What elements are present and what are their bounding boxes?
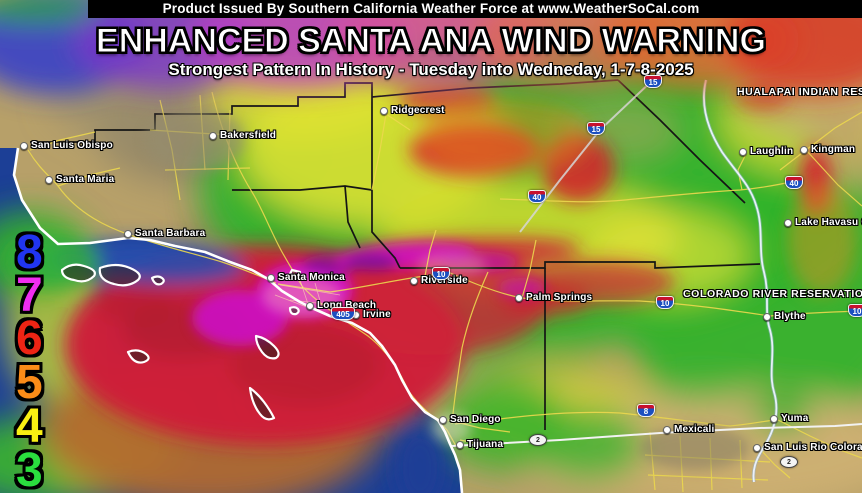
channel-islands (60, 263, 302, 421)
city-bakersfield: Bakersfield (209, 130, 276, 141)
legend-value-8: 8 (16, 226, 43, 279)
colorado-river (703, 79, 778, 483)
interstate-10-shield: 10 (848, 304, 862, 317)
city-marker (306, 301, 314, 310)
legend-value-5: 5 (16, 356, 43, 409)
legend-value-4: 4 (16, 400, 43, 453)
legend-value-3: 3 (16, 444, 43, 493)
interstate-15-shield: 15 (587, 122, 605, 135)
city-kingman: Kingman (800, 144, 855, 155)
legend-value-7: 7 (16, 269, 43, 322)
city-marker (456, 440, 464, 449)
city-marker (515, 293, 523, 302)
city-marker (267, 273, 275, 282)
city-long-beach: Long Beach (306, 300, 376, 311)
city-santa-barbara: Santa Barbara (124, 228, 205, 239)
city-marker (410, 276, 418, 285)
city-yuma: Yuma (770, 413, 808, 424)
interstate-40-shield: 40 (528, 190, 546, 203)
region-hualapai-indian-reservation: HUALAPAI INDIAN RESERVATION (737, 86, 862, 98)
city-mexicali: Mexicali (663, 424, 715, 435)
city-marker (663, 425, 671, 434)
product-credit-bar (88, 0, 862, 18)
city-san-luis-rio-colorado: San Luis Rio Colorado (753, 442, 862, 453)
city-marker (209, 131, 217, 140)
interstate-40-shield: 40 (785, 176, 803, 189)
city-marker (770, 414, 778, 423)
legend-value-6: 6 (16, 312, 43, 365)
city-laughlin: Laughlin (739, 146, 793, 157)
city-palm-springs: Palm Springs (515, 292, 592, 303)
warning-subtitle: Strongest Pattern In History - Tuesday i… (168, 60, 694, 79)
interstate-405-shield: 405 (331, 307, 355, 320)
city-marker (20, 141, 28, 150)
interstate-8-shield: 8 (637, 404, 655, 417)
interstate-10-shield: 10 (656, 296, 674, 309)
city-san-diego: San Diego (439, 414, 501, 425)
wind-field-broad (0, 40, 862, 493)
city-riverside: Riverside (410, 275, 468, 286)
city-marker (753, 443, 761, 452)
city-lake-havasu-city: Lake Havasu City (784, 217, 862, 228)
region-colorado-river-reservation: COLORADO RIVER RESERVATION (683, 288, 862, 300)
banner-rainbow (0, 0, 862, 95)
warning-title: ENHANCED SANTA ANA WIND WARNING (96, 22, 767, 61)
urban-areas (145, 108, 750, 470)
city-marker (380, 106, 388, 115)
city-blythe: Blythe (763, 311, 806, 322)
highway-2-shield: 2 (529, 434, 547, 446)
city-marker (45, 175, 53, 184)
interstate-15-shield: 15 (644, 75, 662, 88)
city-marker (439, 415, 447, 424)
city-irvine: Irvine (352, 309, 391, 320)
city-san-luis-obispo: San Luis Obispo (20, 140, 113, 151)
city-marker (763, 312, 771, 321)
city-marker (800, 145, 808, 154)
city-tijuana: Tijuana (456, 439, 503, 450)
city-marker (739, 147, 747, 156)
product-credit-text: Product Issued By Southern California We… (162, 1, 700, 16)
interstate-10-shield: 10 (432, 267, 450, 280)
highway-2-shield: 2 (780, 456, 798, 468)
county-borders (30, 79, 761, 430)
city-marker (124, 229, 132, 238)
city-marker (784, 218, 792, 227)
city-santa-monica: Santa Monica (267, 272, 345, 283)
city-ridgecrest: Ridgecrest (380, 105, 445, 116)
interstate-15-road (519, 77, 656, 233)
city-santa-maria: Santa Maria (45, 174, 114, 185)
